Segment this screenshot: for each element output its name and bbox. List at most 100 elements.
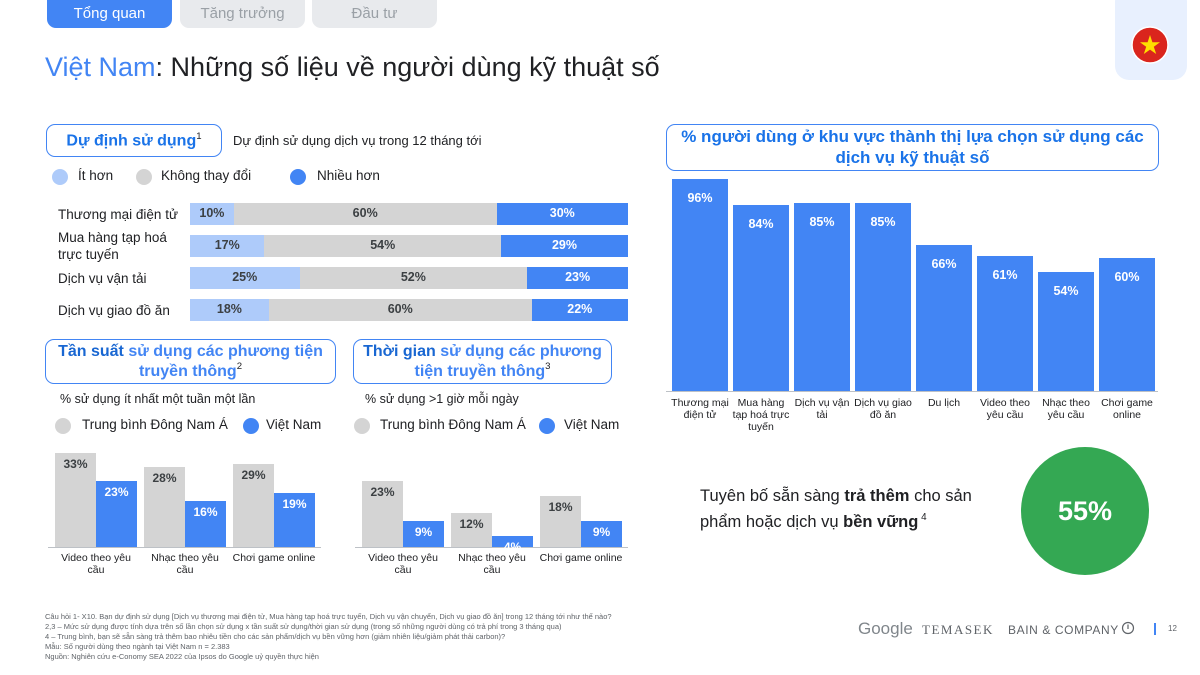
category-label: Dịch vụ giao đồ ăn xyxy=(58,302,170,318)
callout-part: cho sản phẩm hoặc dịch vụ xyxy=(700,487,972,531)
bar-segment xyxy=(268,299,532,321)
category-label: Chơi game online xyxy=(1101,397,1153,421)
footnote: 4 – Trung bình, bạn sẽ sẵn sàng trả thêm… xyxy=(45,632,506,641)
bar xyxy=(916,245,972,391)
category-label: Video theo yêu cầu xyxy=(61,552,131,576)
bar-segment xyxy=(500,235,628,257)
value-label: 33% xyxy=(63,456,88,471)
bar xyxy=(55,452,96,547)
bar-segment xyxy=(190,267,300,289)
bar xyxy=(540,495,581,547)
chart-subtitle: Dự định sử dụng dịch vụ trong 12 tháng t… xyxy=(233,133,482,148)
chart-title-box: % người dùng ở khu vực thành thị lựa chọ… xyxy=(666,124,1159,171)
value-label: 9% xyxy=(414,525,433,540)
tab[interactable]: Tăng trưởng xyxy=(180,0,305,28)
title-part: Dự định sử dụng xyxy=(66,132,197,150)
footnote: Nguồn: Nghiên cứu e-Conomy SEA 2022 của … xyxy=(45,652,319,661)
title-part: % người dùng ở khu vực thành thị lựa chọ… xyxy=(681,127,1144,167)
title-note: 1 xyxy=(196,130,202,142)
value-label: 9% xyxy=(592,525,611,540)
value-label: 29% xyxy=(551,238,577,252)
bar xyxy=(855,203,911,391)
chart-title: Tần suất sử dụng các phương tiện truyền t… xyxy=(46,342,335,381)
tab[interactable]: Tổng quan xyxy=(47,0,172,28)
category-label: Nhạc theo yêu cầu xyxy=(151,552,219,576)
footnote: Câu hỏi 1- X10. Bạn dự định sử dụng [Dịc… xyxy=(45,612,612,621)
callout-part: Tuyên bố sẵn sàng xyxy=(700,487,840,505)
stat-circle: 55% xyxy=(1021,447,1149,575)
tab[interactable]: Đầu tư xyxy=(312,0,437,28)
bar xyxy=(144,467,185,547)
value-label: 66% xyxy=(931,257,957,272)
value-label: 85% xyxy=(809,215,835,230)
chart-title: Dự định sử dụng1 xyxy=(66,131,201,151)
chart-title-box: Tần suất sử dụng các phương tiện truyền t… xyxy=(45,339,336,384)
legend-label: Nhiều hơn xyxy=(317,168,380,183)
value-label: 60% xyxy=(352,206,378,220)
legend-swatch xyxy=(55,418,71,434)
value-label: 52% xyxy=(400,270,426,284)
category-label: Video theo yêu cầu xyxy=(368,552,438,576)
legend-label: Việt Nam xyxy=(564,417,620,432)
category-label: Video theo yêu cầu xyxy=(979,397,1031,421)
bar-segment xyxy=(190,235,265,257)
value-label: 17% xyxy=(214,238,240,252)
value-label: 84% xyxy=(748,217,774,232)
bar xyxy=(403,521,444,547)
category-label: Thương mại điện tử xyxy=(671,397,729,421)
value-label: 96% xyxy=(687,190,713,205)
category-label: Nhạc theo yêu cầu xyxy=(1042,397,1090,421)
bar xyxy=(362,481,403,547)
value-label: 60% xyxy=(387,302,413,316)
flag xyxy=(1131,26,1169,64)
callout-text: Tuyên bố sẵn sàng trả thêm cho sản phẩm ho… xyxy=(700,485,1000,533)
legend-swatch xyxy=(290,169,306,185)
chart-title-box: Thời gian sử dụng các phương tiện truyền … xyxy=(353,339,612,384)
category-label: Dịch vụ giao đồ ăn xyxy=(854,397,912,421)
value-label: 19% xyxy=(282,496,307,511)
callout-part: trả thêm xyxy=(844,487,910,505)
baseline xyxy=(47,547,321,548)
category-label: Chơi game online xyxy=(539,552,623,564)
baseline xyxy=(666,391,1158,392)
chart-title: Thời gian sử dụng các phương tiện truyền … xyxy=(354,342,611,381)
logo: BAIN & COMPANY xyxy=(1008,623,1119,637)
category-label: Dịch vụ vận tải xyxy=(794,397,850,421)
bar xyxy=(1099,258,1155,391)
legend-label: Không thay đổi xyxy=(161,168,252,183)
value-label: 16% xyxy=(193,505,218,520)
value-label: 28% xyxy=(152,471,177,486)
bar-segment xyxy=(190,203,234,225)
bar-segment xyxy=(264,235,501,257)
baseline xyxy=(354,547,628,548)
bar xyxy=(733,205,789,391)
bar xyxy=(1038,271,1094,391)
title-part: sử dụng các phương tiện truyền thông xyxy=(414,343,602,380)
page-title: Việt Nam: Những số liệu về người dùng kỹ… xyxy=(45,52,660,83)
value-label: 61% xyxy=(992,268,1018,283)
legend-swatch xyxy=(52,169,68,185)
chart-title: % người dùng ở khu vực thành thị lựa chọ… xyxy=(667,127,1158,168)
legend-swatch xyxy=(354,418,370,434)
legend-label: Việt Nam xyxy=(266,417,322,432)
value-label: 54% xyxy=(370,238,396,252)
category-label: Mua hàng tạp hoá trực tuyến xyxy=(58,230,167,262)
bar xyxy=(185,501,226,547)
value-label: 18% xyxy=(548,499,573,514)
stat-value: 55% xyxy=(1057,495,1113,526)
callout-note: 4 xyxy=(921,512,927,523)
value-label: 12% xyxy=(459,516,484,531)
logo: TEMASEK xyxy=(922,622,994,637)
bar-segment xyxy=(233,203,497,225)
title-note: 3 xyxy=(545,361,551,373)
bar xyxy=(581,521,622,547)
category-label: Mua hàng tạp hoá trực tuyến xyxy=(732,397,790,433)
value-label: 10% xyxy=(199,206,225,220)
category-label: Thương mại điện tử xyxy=(58,206,178,222)
callout-part: bền vững xyxy=(843,512,919,531)
value-label: 23% xyxy=(565,270,591,284)
category-label: Dịch vụ vận tải xyxy=(58,270,147,286)
value-label: 29% xyxy=(241,468,266,483)
value-label: 25% xyxy=(232,270,258,284)
